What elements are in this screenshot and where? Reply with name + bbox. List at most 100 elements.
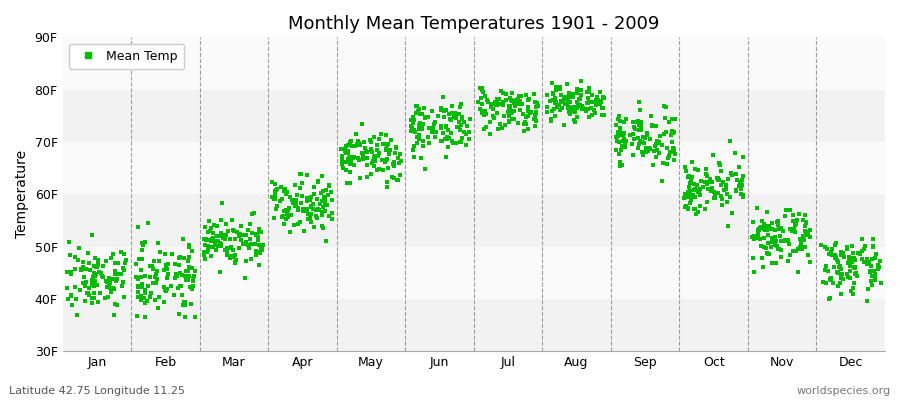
Point xyxy=(770,222,785,228)
Point xyxy=(656,160,670,166)
Point xyxy=(685,174,699,181)
Point xyxy=(833,274,848,281)
Point xyxy=(505,109,519,116)
Point xyxy=(406,120,420,126)
Point xyxy=(499,91,513,97)
Point xyxy=(319,238,333,244)
Point xyxy=(279,206,293,213)
Point xyxy=(562,103,577,110)
Point xyxy=(489,102,503,108)
Point xyxy=(818,267,832,273)
Point xyxy=(544,80,559,86)
Point xyxy=(289,202,303,209)
Point xyxy=(173,282,187,289)
Point xyxy=(719,186,733,193)
Point xyxy=(380,156,394,162)
Point xyxy=(513,98,527,104)
Point xyxy=(501,112,516,119)
Point xyxy=(507,108,521,114)
Point xyxy=(289,197,303,204)
Point xyxy=(560,94,574,100)
Point xyxy=(564,105,579,112)
Point xyxy=(476,109,491,115)
Point xyxy=(227,253,241,259)
Point xyxy=(244,240,258,247)
Point xyxy=(316,204,330,210)
Point xyxy=(860,285,875,292)
Point xyxy=(474,85,489,92)
Point xyxy=(343,154,357,160)
Point xyxy=(486,106,500,112)
Point xyxy=(566,106,580,112)
Point xyxy=(436,130,450,136)
Point xyxy=(824,246,839,252)
Point xyxy=(572,102,587,108)
Point xyxy=(379,147,393,153)
Point xyxy=(292,170,307,177)
Point xyxy=(116,265,130,271)
Point xyxy=(477,112,491,119)
Point xyxy=(832,280,847,286)
Point xyxy=(659,129,673,135)
Point xyxy=(499,122,513,128)
Point xyxy=(309,212,323,219)
Point xyxy=(576,105,590,111)
Point xyxy=(664,115,679,122)
Point xyxy=(279,216,293,223)
Point xyxy=(237,241,251,248)
Point xyxy=(266,179,280,186)
Point xyxy=(485,112,500,119)
Point xyxy=(295,180,310,186)
Point xyxy=(519,114,534,121)
Point xyxy=(582,88,597,95)
Point xyxy=(83,267,97,274)
Point xyxy=(493,121,508,127)
Point xyxy=(860,256,874,263)
Point xyxy=(87,263,102,269)
Point xyxy=(866,242,880,249)
Point xyxy=(338,167,353,173)
Point xyxy=(220,252,234,258)
Point xyxy=(693,203,707,209)
Point xyxy=(390,177,404,183)
Point xyxy=(647,148,662,155)
Point xyxy=(708,195,723,201)
Point xyxy=(699,180,714,187)
Point xyxy=(640,130,654,136)
Point xyxy=(318,198,332,205)
Point xyxy=(848,256,862,263)
Point xyxy=(619,138,634,145)
Point xyxy=(212,243,226,249)
Point xyxy=(830,257,844,263)
Point xyxy=(769,238,783,244)
Point xyxy=(170,273,184,279)
Point xyxy=(799,219,814,226)
Point xyxy=(546,90,561,96)
Point xyxy=(140,283,155,289)
Point xyxy=(143,290,157,296)
Point xyxy=(518,128,532,134)
Point xyxy=(706,152,720,159)
Point xyxy=(834,271,849,277)
Point xyxy=(98,294,112,301)
Point xyxy=(554,98,569,104)
Point xyxy=(454,122,468,129)
Point xyxy=(325,216,339,222)
Point xyxy=(99,278,113,284)
Point xyxy=(251,226,266,232)
Point xyxy=(131,276,146,282)
Point xyxy=(213,217,228,223)
Point xyxy=(652,140,666,146)
Point xyxy=(512,93,526,100)
Point xyxy=(172,262,186,269)
Point xyxy=(88,278,103,284)
Point xyxy=(138,300,152,306)
Point xyxy=(714,182,728,188)
Point xyxy=(661,161,675,167)
Point xyxy=(63,252,77,258)
Point xyxy=(440,144,454,150)
Point xyxy=(728,150,742,156)
Point xyxy=(182,242,196,248)
Point xyxy=(540,109,554,115)
Point xyxy=(481,99,495,106)
